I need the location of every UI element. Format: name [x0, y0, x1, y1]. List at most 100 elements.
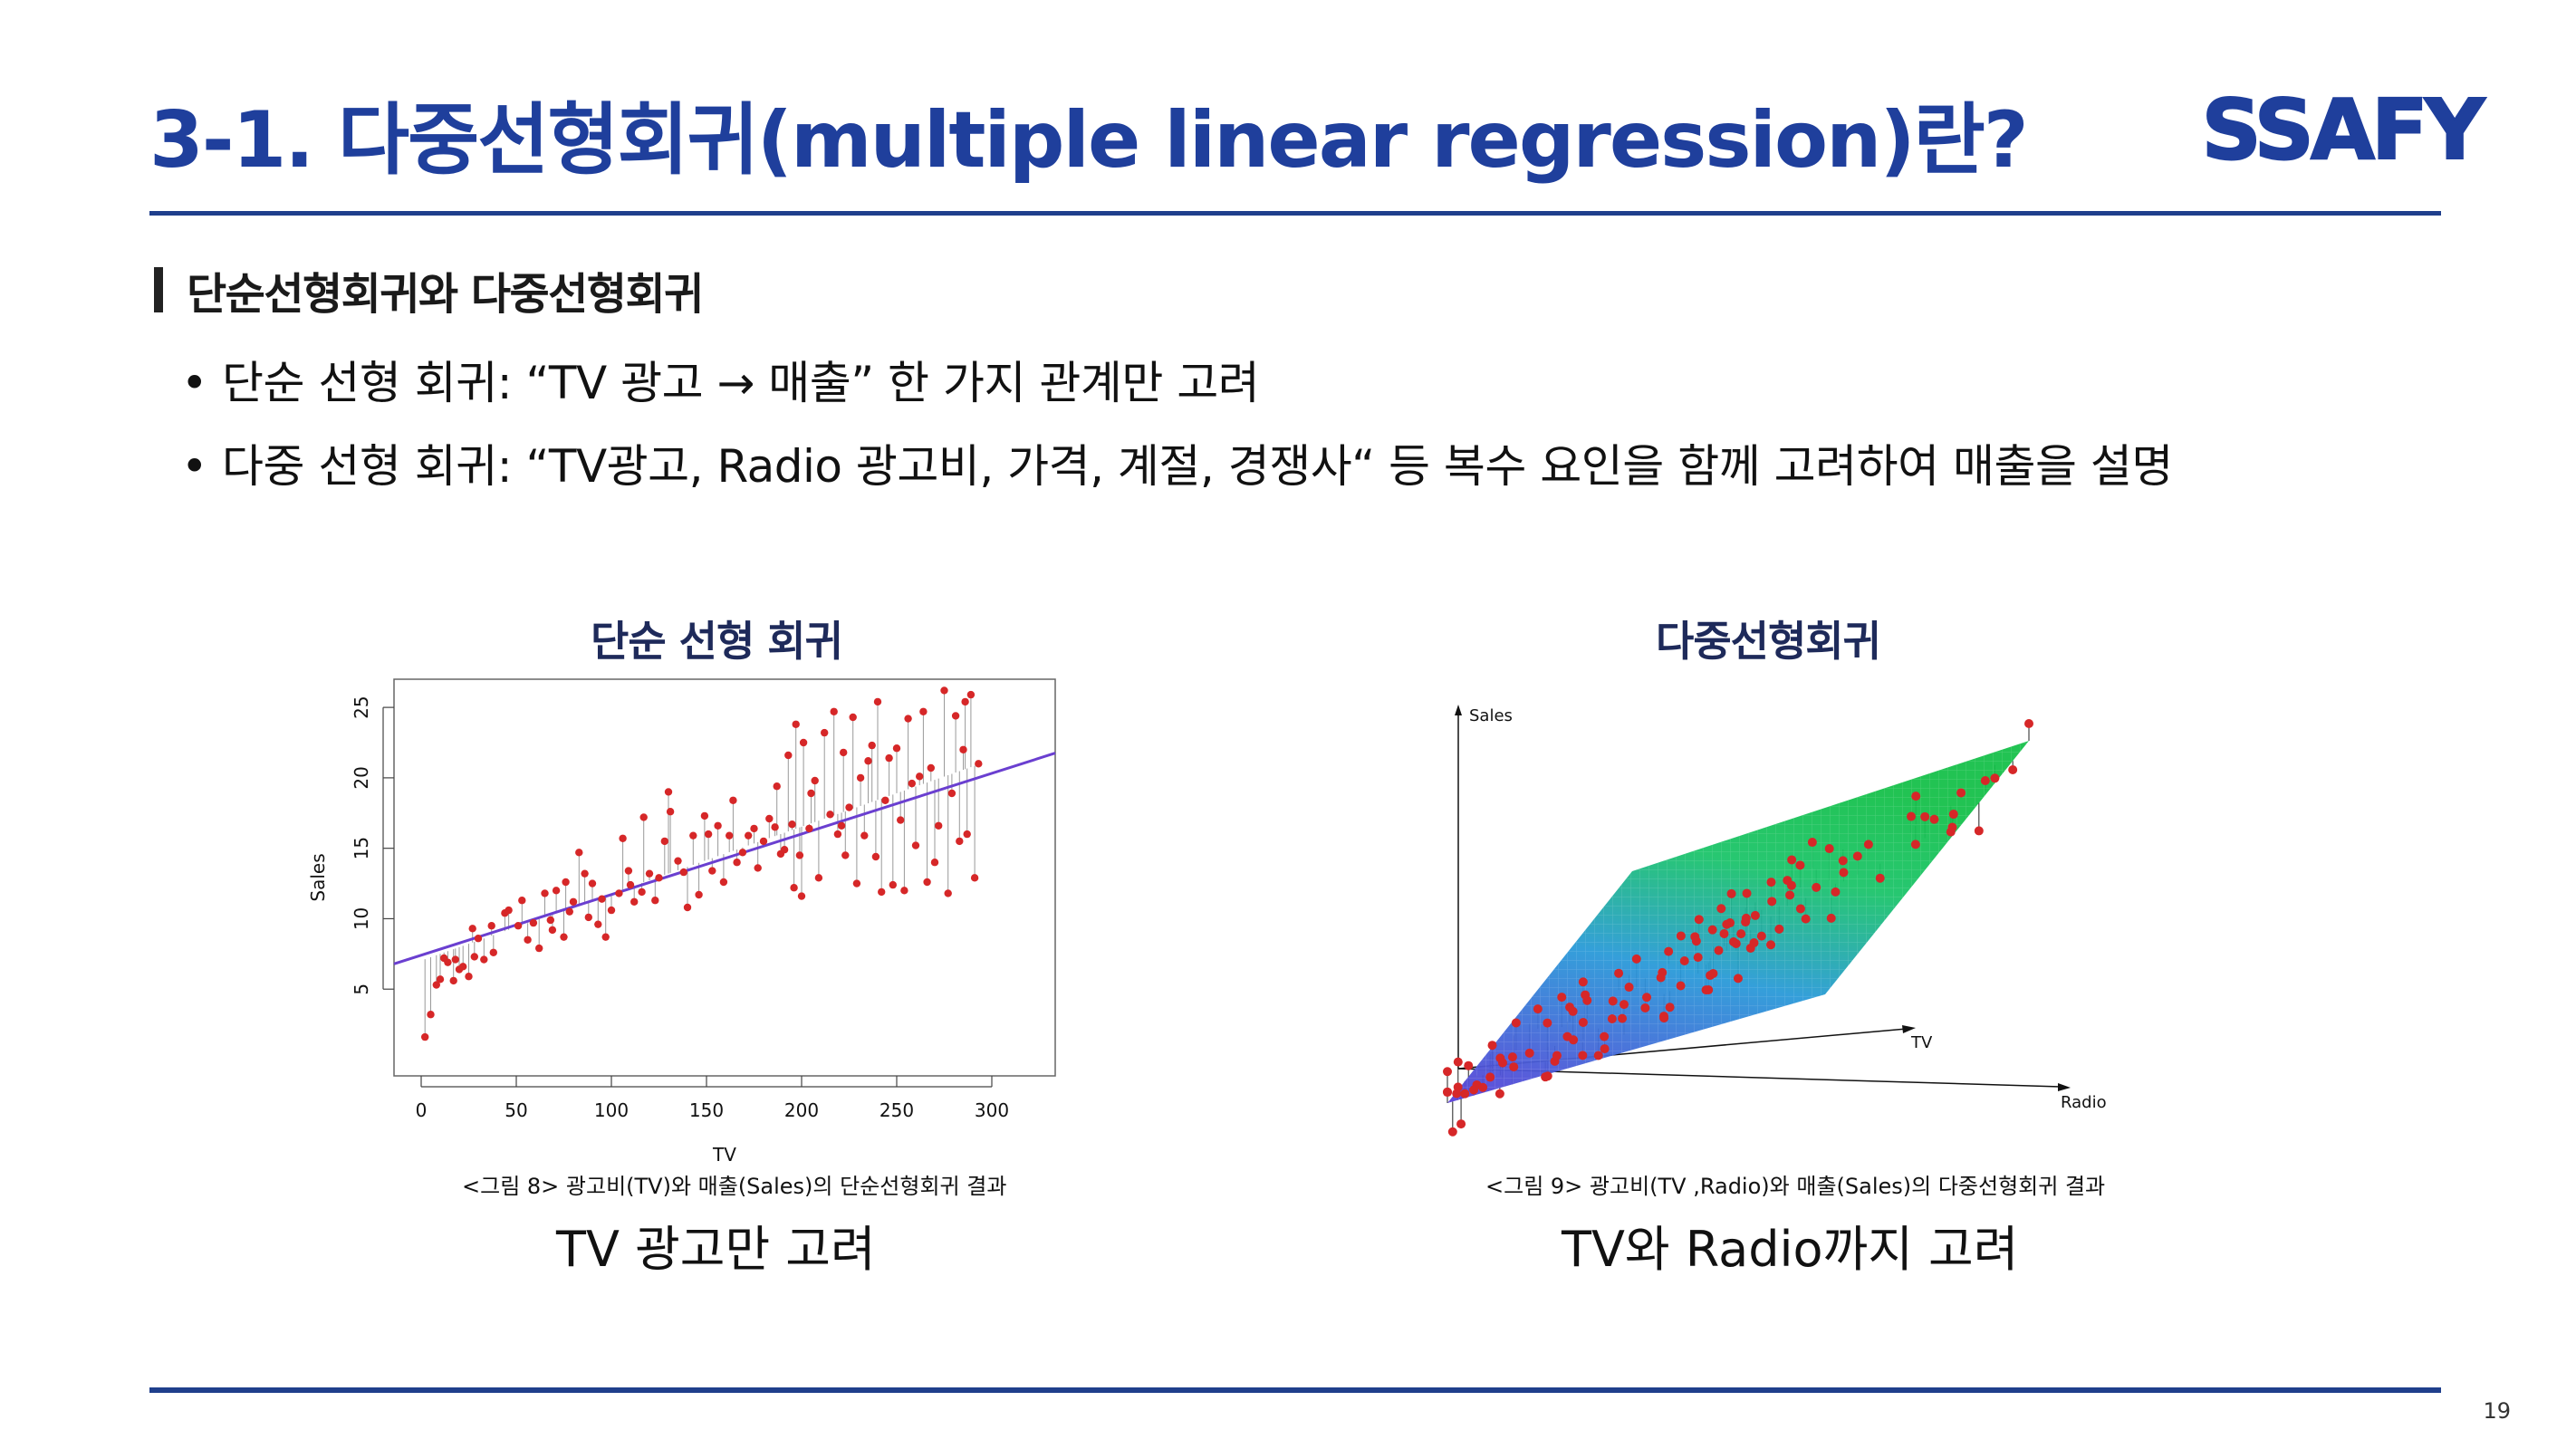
data-point	[726, 831, 734, 840]
right-note: TV와 Radio까지 고려	[1562, 1221, 2019, 1278]
y-tick-label: 15	[351, 837, 372, 859]
data-point	[660, 837, 668, 846]
data-point	[911, 841, 920, 849]
data-point-3d	[1974, 826, 1984, 836]
data-point	[480, 955, 488, 964]
data-point	[645, 869, 654, 878]
right-chart-heading: 다중선형회귀	[1656, 617, 1881, 666]
data-point-3d	[1507, 1052, 1517, 1062]
data-point	[626, 880, 635, 889]
data-point	[897, 816, 905, 824]
x-tick-label: 150	[689, 1099, 724, 1121]
data-point	[459, 963, 467, 971]
data-point-3d	[1511, 1018, 1521, 1028]
data-point	[892, 744, 901, 753]
radio-axis-label: Radio	[2061, 1093, 2107, 1112]
data-point-3d	[1600, 1044, 1610, 1054]
data-point-3d	[1593, 1051, 1603, 1060]
data-point	[868, 741, 876, 750]
data-point	[708, 867, 716, 875]
data-point	[830, 707, 838, 715]
x-axis-ticks: 0 50 100 150 200 250 300	[416, 1076, 1009, 1121]
data-point-3d	[1487, 1041, 1497, 1051]
data-point	[944, 889, 952, 897]
data-point	[904, 715, 912, 723]
data-point	[881, 796, 889, 804]
data-point	[487, 922, 495, 930]
data-point-3d	[1801, 914, 1811, 924]
data-point-3d	[1839, 868, 1849, 878]
data-point	[638, 888, 646, 897]
residual-lines	[424, 690, 979, 1038]
data-point	[788, 820, 796, 829]
data-point-3d	[1826, 913, 1836, 923]
data-point	[951, 712, 960, 720]
data-point-3d	[1783, 876, 1793, 886]
data-point-3d	[1701, 985, 1711, 995]
data-point	[900, 887, 908, 895]
data-point-3d	[1725, 918, 1735, 928]
regression-plane-mesh	[1447, 741, 2029, 1103]
ssafy-logo: SSAFY	[2200, 81, 2490, 177]
data-point	[966, 690, 976, 699]
data-point	[927, 763, 935, 772]
data-point-3d	[1495, 1089, 1504, 1099]
data-point	[840, 748, 848, 757]
data-point-3d	[1676, 931, 1686, 941]
y-tick-label: 20	[351, 766, 372, 789]
data-point	[919, 707, 928, 715]
data-point-3d	[1756, 931, 1766, 941]
sales-axis-label: Sales	[1469, 706, 1513, 725]
data-point	[885, 753, 893, 763]
title-underline	[149, 211, 2441, 216]
y-axis-label: Sales	[307, 853, 329, 901]
data-point	[524, 936, 532, 944]
data-point	[745, 831, 753, 840]
data-point-3d	[1665, 1003, 1675, 1012]
data-point	[970, 874, 979, 882]
data-point	[956, 837, 964, 846]
data-point-3d	[1607, 1013, 1617, 1023]
data-points-3d	[1443, 719, 2033, 1137]
data-point-3d	[1656, 973, 1666, 983]
data-point	[826, 811, 834, 819]
data-point-3d	[1716, 904, 1726, 914]
data-point	[449, 976, 457, 985]
data-point	[923, 878, 931, 887]
data-point	[594, 920, 602, 928]
data-point-3d	[1766, 878, 1776, 888]
data-point-3d	[1787, 855, 1797, 865]
data-point	[852, 879, 861, 888]
data-point	[959, 745, 967, 753]
data-point	[489, 948, 497, 956]
data-point	[624, 867, 633, 875]
data-point-3d	[1453, 1057, 1463, 1067]
x-axis-label: TV	[712, 1144, 736, 1166]
data-point-3d	[1795, 860, 1805, 870]
simple-regression-chart: 0 50 100 150 200 250 300 5 10 15 20 25 TV Sales	[307, 678, 1056, 1166]
data-point	[750, 824, 758, 833]
bullet-text: 단순 선형 회귀: “TV 광고 → 매출” 한 가지 관계만 고려	[222, 357, 1260, 409]
data-point	[565, 907, 573, 916]
radio-axis-arrow	[2058, 1083, 2071, 1091]
data-point	[674, 857, 682, 865]
data-point	[601, 933, 610, 941]
data-point	[714, 821, 722, 830]
x-tick-label: 0	[416, 1099, 428, 1121]
data-point	[811, 776, 819, 785]
data-point-3d	[1838, 856, 1848, 866]
data-point-3d	[1443, 1067, 1452, 1077]
data-point	[548, 926, 557, 935]
data-point-3d	[2024, 719, 2033, 729]
data-point-3d	[1852, 851, 1862, 861]
data-point-3d	[1824, 844, 1834, 854]
data-point	[562, 878, 570, 887]
data-point-3d	[1948, 810, 1958, 820]
data-point	[541, 889, 549, 897]
data-point-3d	[1447, 1127, 1457, 1137]
data-point	[849, 713, 857, 722]
data-point-3d	[1929, 814, 1939, 824]
data-point-3d	[1693, 953, 1703, 963]
data-point-3d	[1509, 1062, 1519, 1072]
data-point-3d	[1707, 925, 1717, 935]
